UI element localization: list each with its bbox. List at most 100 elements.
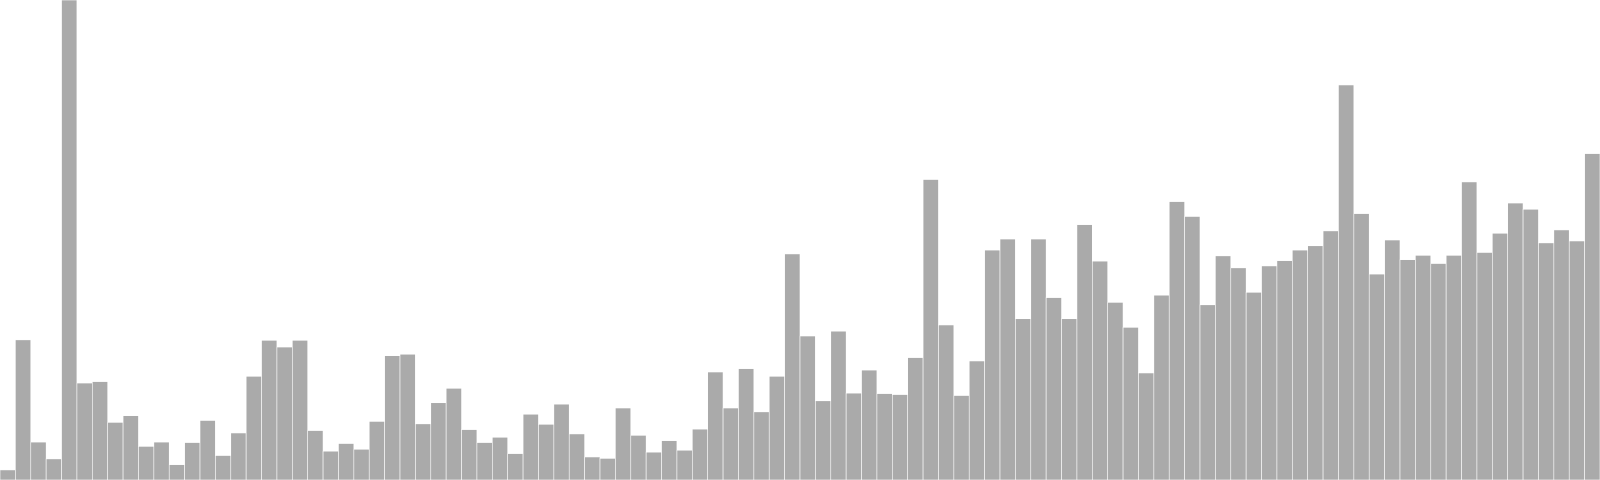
bar (568, 433, 585, 480)
bar (261, 340, 278, 480)
bar (245, 376, 262, 480)
bar (1492, 232, 1508, 480)
bar (661, 440, 678, 480)
bar (1261, 265, 1278, 480)
bar (1076, 224, 1093, 480)
bar (722, 407, 739, 480)
bar (984, 249, 1001, 480)
bar (1045, 297, 1062, 480)
bar (476, 442, 493, 480)
bar (415, 423, 432, 480)
bar (1415, 255, 1432, 480)
bar (738, 368, 755, 480)
bar (922, 179, 939, 480)
bar (1107, 302, 1124, 480)
bar (815, 400, 832, 480)
bar (15, 339, 32, 480)
bar (384, 355, 401, 480)
bar (1168, 201, 1185, 480)
bar (399, 353, 416, 480)
bar (92, 381, 108, 480)
bar (1307, 245, 1324, 480)
bar (907, 357, 924, 480)
bar (1384, 239, 1401, 480)
bar (615, 407, 632, 480)
bar (1368, 273, 1385, 480)
bar (753, 411, 770, 480)
bar (1507, 202, 1524, 480)
bar (492, 436, 508, 480)
bar (999, 238, 1016, 480)
bar (1092, 260, 1108, 480)
bar (553, 403, 570, 480)
bar (1276, 260, 1293, 480)
bar (368, 421, 385, 480)
bar (1538, 242, 1555, 480)
bar (892, 394, 908, 480)
bar (45, 458, 62, 480)
bar (61, 0, 78, 480)
bar (645, 451, 662, 480)
bar (538, 424, 555, 480)
bar (122, 415, 139, 480)
bar (184, 442, 201, 480)
bar (1061, 318, 1078, 480)
bar (676, 449, 693, 480)
bar (799, 335, 816, 480)
bar (1584, 153, 1600, 480)
bar (1553, 229, 1570, 480)
bar (522, 413, 539, 480)
bar (1568, 240, 1585, 480)
bar (630, 435, 647, 480)
bar (168, 464, 185, 480)
bar (276, 346, 293, 480)
bar (845, 392, 862, 480)
bar (76, 382, 93, 480)
bar (1353, 213, 1370, 480)
bar (445, 388, 462, 480)
bar (1399, 259, 1416, 480)
bar (199, 420, 216, 480)
bar (876, 393, 893, 480)
bar (599, 458, 616, 480)
bar (1445, 255, 1462, 480)
bar (1015, 318, 1032, 480)
bar (107, 422, 124, 480)
bar (1030, 238, 1047, 480)
bar (707, 371, 724, 480)
bar (307, 430, 324, 480)
bar (861, 369, 878, 480)
bar (153, 441, 170, 480)
bar (215, 455, 232, 480)
bar (1292, 249, 1308, 480)
bar (938, 324, 955, 480)
bar (1245, 292, 1262, 480)
bar (338, 443, 355, 480)
bar (1322, 230, 1339, 480)
bar (584, 456, 601, 480)
bar (461, 429, 478, 480)
bar (1430, 263, 1447, 480)
bar (430, 402, 447, 480)
bar (30, 441, 47, 480)
bar (322, 450, 339, 480)
bar (1522, 208, 1539, 480)
bar (230, 432, 247, 480)
bar (292, 340, 308, 480)
bar (507, 453, 524, 480)
bar (1184, 216, 1201, 480)
bar (1230, 267, 1247, 480)
bar (968, 360, 985, 480)
bar (692, 428, 708, 480)
bar (1338, 84, 1355, 480)
bar (1122, 327, 1139, 480)
bar (1461, 181, 1478, 480)
bar (1153, 294, 1170, 480)
bar (1199, 304, 1216, 480)
bar (1138, 372, 1155, 480)
bar (138, 446, 155, 480)
bar (784, 253, 801, 480)
bar (830, 330, 847, 480)
